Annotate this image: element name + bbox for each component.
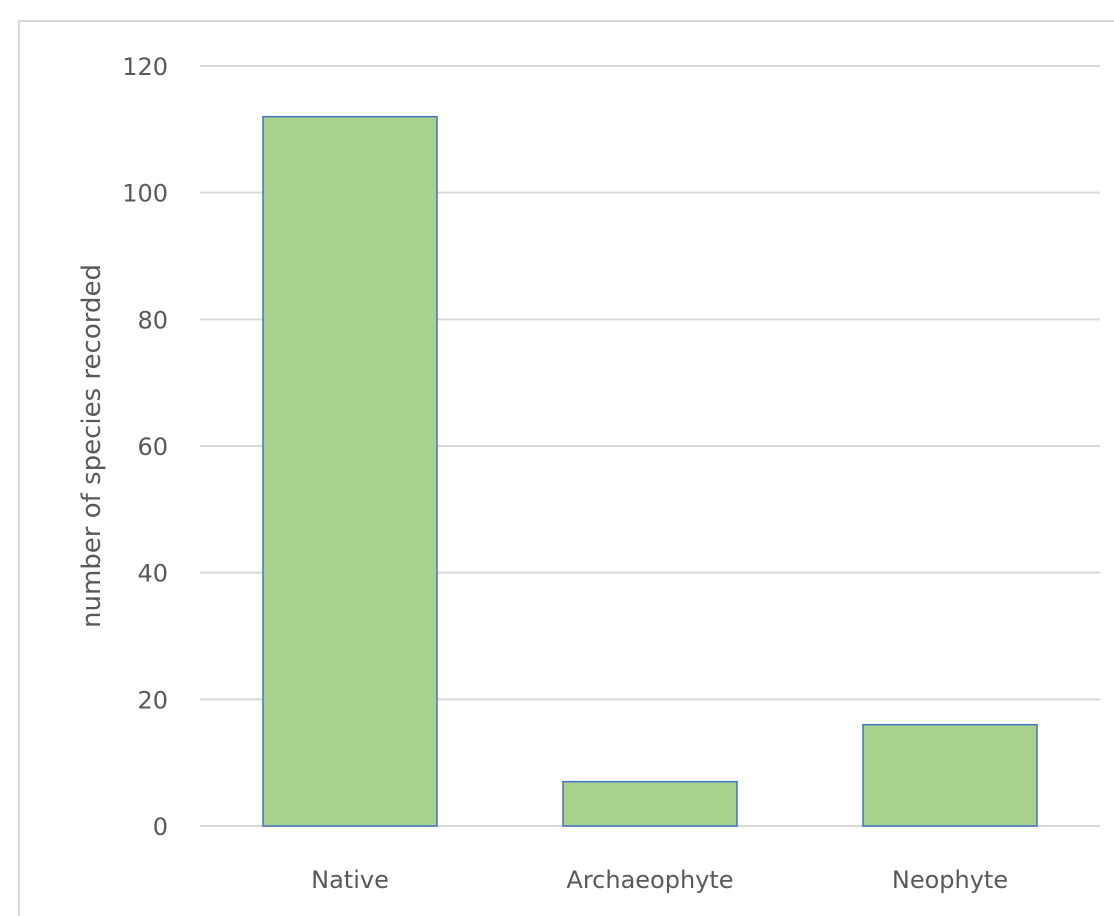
y-tick-label: 80 <box>137 306 168 334</box>
y-tick-label: 60 <box>137 433 168 461</box>
y-tick-labels: 0 20 40 60 80 100 120 <box>122 53 168 841</box>
y-tick-label: 120 <box>122 53 168 81</box>
x-category-label: Neophyte <box>892 866 1008 894</box>
x-category-labels: Native Archaeophyte Neophyte <box>311 866 1008 894</box>
y-tick-label: 0 <box>153 813 168 841</box>
y-tick-label: 40 <box>137 560 168 588</box>
x-category-label: Archaeophyte <box>566 866 733 894</box>
x-category-label: Native <box>311 866 389 894</box>
bar-archaeophyte <box>562 780 738 827</box>
y-tick-label: 100 <box>122 180 168 208</box>
bar-native <box>262 115 438 827</box>
y-axis-title: number of species recorded <box>77 264 107 628</box>
y-tick-label: 20 <box>137 686 168 714</box>
bars <box>262 115 1038 827</box>
bar-neophyte <box>862 723 1038 827</box>
